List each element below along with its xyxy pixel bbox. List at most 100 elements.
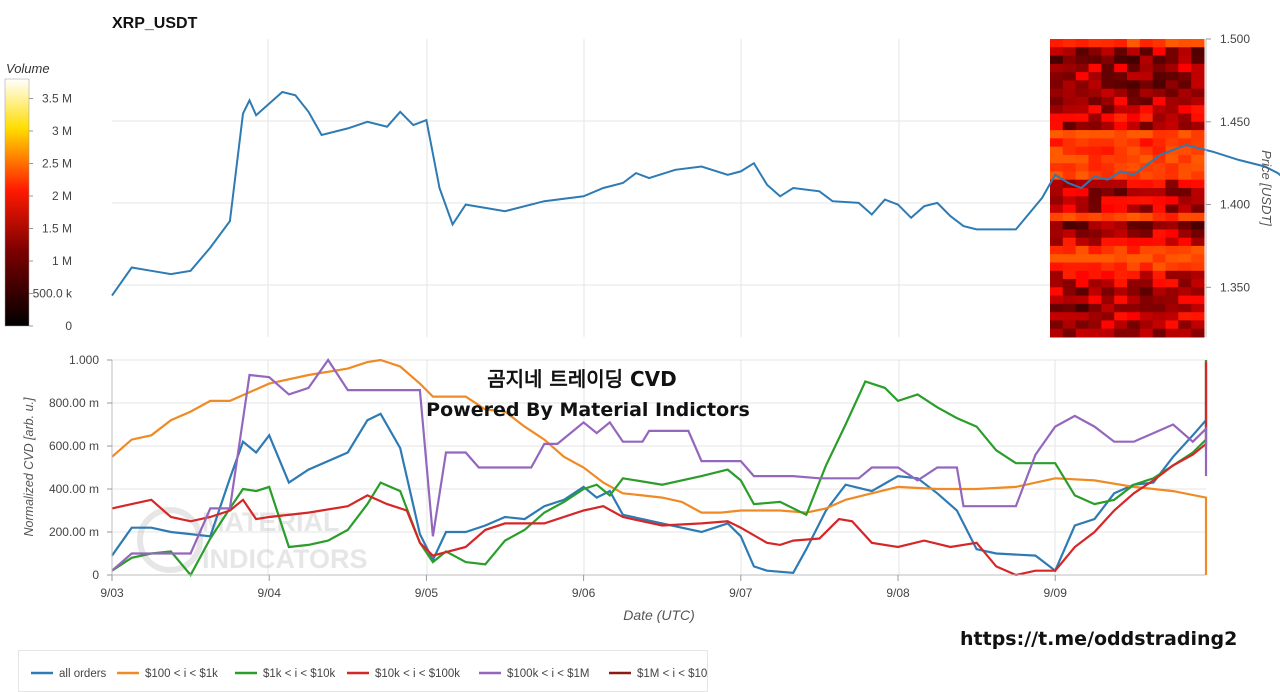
heatmap-cell bbox=[1050, 121, 1064, 131]
heatmap-cell bbox=[1178, 39, 1192, 48]
heatmap-cell bbox=[1127, 55, 1141, 65]
heatmap-cell bbox=[1127, 196, 1141, 206]
heatmap-cell bbox=[1165, 245, 1179, 255]
heatmap-cell bbox=[1152, 55, 1166, 65]
heatmap-cell bbox=[1088, 287, 1102, 297]
heatmap-cell bbox=[1139, 312, 1154, 321]
colorbar-tick-label: 3 M bbox=[52, 124, 72, 138]
legend-item[interactable]: $100 < i < $1k bbox=[117, 668, 218, 680]
heatmap-cell bbox=[1101, 47, 1115, 57]
heatmap-cell bbox=[1088, 179, 1102, 189]
heatmap-cell bbox=[1062, 270, 1077, 280]
heatmap-cell bbox=[1050, 138, 1064, 148]
heatmap-cell bbox=[1165, 287, 1179, 297]
heatmap-cell bbox=[1191, 88, 1205, 98]
heatmap-cell bbox=[1152, 130, 1166, 139]
heatmap-cell bbox=[1152, 188, 1166, 197]
heatmap-cell bbox=[1127, 229, 1141, 239]
heatmap-cell bbox=[1050, 130, 1064, 139]
heatmap-cell bbox=[1101, 196, 1115, 206]
heatmap-cell bbox=[1101, 245, 1115, 255]
heatmap-cell bbox=[1127, 163, 1141, 172]
heatmap-cell bbox=[1062, 39, 1077, 48]
heatmap-cell bbox=[1088, 279, 1102, 288]
heatmap-cell bbox=[1088, 312, 1102, 321]
legend-item[interactable]: $1M < i < $10M bbox=[609, 668, 707, 680]
heatmap-cell bbox=[1152, 154, 1166, 164]
heatmap-cell bbox=[1101, 295, 1115, 305]
heatmap-cell bbox=[1165, 312, 1179, 321]
heatmap-cell bbox=[1178, 113, 1192, 123]
heatmap-cell bbox=[1178, 188, 1192, 197]
heatmap-cell bbox=[1127, 154, 1141, 164]
heatmap-cell bbox=[1165, 39, 1179, 48]
heatmap-cell bbox=[1101, 270, 1115, 280]
heatmap-cell bbox=[1152, 171, 1166, 181]
heatmap-cell bbox=[1062, 188, 1077, 197]
colorbar-tick-label: 2.5 M bbox=[42, 157, 72, 171]
heatmap-cell bbox=[1127, 179, 1141, 189]
heatmap-cell bbox=[1114, 254, 1128, 263]
heatmap-cell bbox=[1101, 279, 1115, 288]
heatmap-cell bbox=[1075, 328, 1089, 338]
heatmap-cell bbox=[1050, 188, 1064, 197]
heatmap-cell bbox=[1075, 113, 1089, 123]
heatmap-cell bbox=[1152, 39, 1166, 48]
heatmap-cell bbox=[1152, 295, 1166, 305]
legend-item[interactable]: $100k < i < $1M bbox=[479, 668, 589, 680]
heatmap-cell bbox=[1139, 163, 1154, 172]
heatmap-cell bbox=[1139, 221, 1154, 230]
heatmap-cell bbox=[1062, 80, 1077, 90]
heatmap-cell bbox=[1178, 154, 1192, 164]
heatmap-cell bbox=[1165, 328, 1179, 338]
heatmap-cell bbox=[1165, 212, 1179, 222]
heatmap-cell bbox=[1114, 88, 1128, 98]
heatmap-cell bbox=[1062, 312, 1077, 321]
heatmap-cell bbox=[1114, 279, 1128, 288]
heatmap-cell bbox=[1088, 262, 1102, 272]
heatmap-cell bbox=[1088, 221, 1102, 230]
heatmap-cell bbox=[1062, 295, 1077, 305]
heatmap-cell bbox=[1191, 72, 1205, 81]
heatmap-cell bbox=[1050, 320, 1064, 330]
heatmap-cell bbox=[1191, 138, 1205, 148]
heatmap-cell bbox=[1152, 270, 1166, 280]
heatmap-cell bbox=[1088, 196, 1102, 206]
heatmap-cell bbox=[1178, 221, 1192, 230]
heatmap-cell bbox=[1075, 303, 1089, 313]
heatmap-cell bbox=[1127, 320, 1141, 330]
footer-url[interactable]: https://t.me/oddstrading2 bbox=[960, 628, 1238, 650]
legend-label: $100k < i < $1M bbox=[507, 668, 589, 680]
heatmap-cell bbox=[1178, 171, 1192, 181]
heatmap-cell bbox=[1062, 47, 1077, 57]
heatmap-cell bbox=[1191, 55, 1205, 65]
heatmap-cell bbox=[1127, 88, 1141, 98]
heatmap-cell bbox=[1114, 245, 1128, 255]
heatmap-cell bbox=[1165, 229, 1179, 239]
heatmap-cell bbox=[1101, 96, 1115, 106]
heatmap-cell bbox=[1050, 63, 1064, 73]
heatmap-cell bbox=[1050, 88, 1064, 98]
heatmap-cell bbox=[1088, 121, 1102, 131]
heatmap-cell bbox=[1152, 47, 1166, 57]
heatmap-cell bbox=[1050, 196, 1064, 206]
heatmap-cell bbox=[1165, 96, 1179, 106]
heatmap-cell bbox=[1127, 328, 1141, 338]
heatmap-cell bbox=[1191, 39, 1205, 48]
legend-item[interactable]: $1k < i < $10k bbox=[235, 668, 335, 680]
heatmap-cell bbox=[1075, 39, 1089, 48]
heatmap-cell bbox=[1050, 80, 1064, 90]
legend-item[interactable]: $10k < i < $100k bbox=[347, 668, 460, 680]
heatmap-cell bbox=[1101, 138, 1115, 148]
heatmap-cell bbox=[1075, 196, 1089, 206]
heatmap-cell bbox=[1178, 55, 1192, 65]
legend-item[interactable]: all orders bbox=[31, 668, 107, 680]
heatmap-cell bbox=[1062, 88, 1077, 98]
heatmap-cell bbox=[1114, 130, 1128, 139]
price-tick-label: 1.450 bbox=[1220, 115, 1250, 129]
heatmap-cell bbox=[1075, 55, 1089, 65]
heatmap-cell bbox=[1127, 254, 1141, 263]
heatmap-cell bbox=[1191, 270, 1205, 280]
cvd-axis-label: Normalized CVD [arb. u.] bbox=[22, 397, 36, 536]
heatmap-cell bbox=[1178, 303, 1192, 313]
